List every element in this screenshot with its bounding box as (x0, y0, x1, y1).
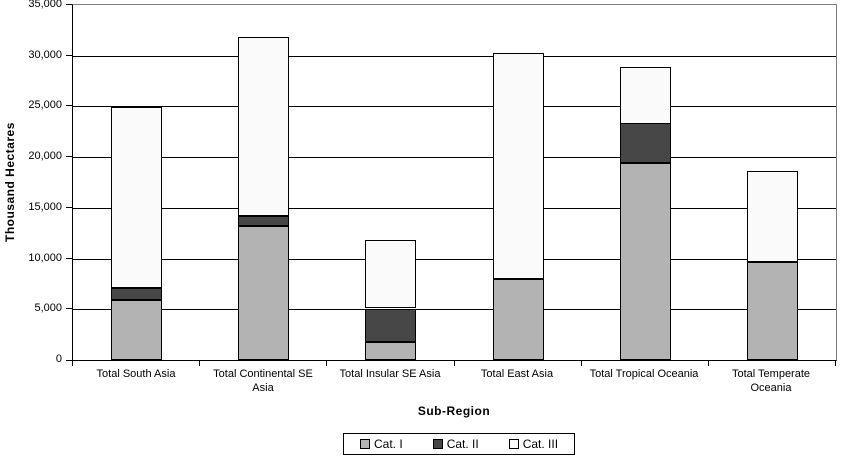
y-tick-label: 25,000 (28, 99, 62, 111)
x-tick-label: Total Temperate Oceania (731, 368, 811, 394)
y-axis-tick (66, 55, 72, 56)
y-tick-label: 10,000 (28, 252, 62, 264)
y-tick-label: 0 (55, 353, 62, 365)
y-axis-tick (66, 4, 72, 5)
bar-segment-cat-i (111, 300, 162, 360)
x-axis-tick (708, 361, 709, 366)
y-axis-tick (66, 105, 72, 106)
bar-segment-cat-i (238, 226, 289, 360)
x-axis-title: Sub-Region (417, 404, 491, 418)
legend-label: Cat. I (374, 437, 403, 451)
legend-item: Cat. II (432, 437, 479, 451)
x-axis-tick (835, 361, 836, 366)
gridline (73, 259, 836, 260)
legend-swatch (360, 439, 370, 449)
bar-segment-cat-ii (620, 123, 671, 163)
legend-label: Cat. III (522, 437, 559, 451)
x-tick-label: Total Insular SE Asia (339, 368, 441, 380)
legend: Cat. I Cat. II Cat. III (343, 433, 576, 455)
y-tick-label: 15,000 (28, 201, 62, 213)
x-axis-tick (326, 361, 327, 366)
bar-segment-cat-iii (365, 240, 416, 308)
x-tick-label: Total Continental SE Asia (213, 368, 313, 394)
legend-label: Cat. II (446, 437, 479, 451)
legend-item: Cat. I (360, 437, 403, 451)
plot-area (72, 4, 837, 361)
x-tick-label: Total Tropical Oceania (589, 368, 699, 380)
legend-swatch (508, 439, 519, 449)
gridline (73, 56, 836, 57)
y-tick-label: 5,000 (34, 302, 62, 314)
bar-segment-cat-i (747, 262, 798, 360)
x-axis-tick (72, 361, 73, 366)
gridline (73, 157, 836, 158)
x-axis-tick (581, 361, 582, 366)
bar-segment-cat-iii (620, 67, 671, 124)
y-axis-tick (66, 156, 72, 157)
bar-segment-cat-i (365, 342, 416, 360)
bar-segment-cat-iii (111, 107, 162, 288)
y-axis-tick (66, 207, 72, 208)
x-axis-tick (199, 361, 200, 366)
bar-segment-cat-i (620, 163, 671, 360)
y-tick-label: 30,000 (28, 49, 62, 61)
bar-segment-cat-ii (238, 216, 289, 226)
gridline (73, 309, 836, 310)
bar-segment-cat-ii (365, 309, 416, 342)
bar-segment-cat-ii (111, 288, 162, 300)
bar-segment-cat-iii (493, 53, 544, 279)
y-axis-tick (66, 308, 72, 309)
bar-segment-cat-iii (238, 37, 289, 216)
y-axis-tick (66, 360, 72, 361)
legend-item: Cat. III (508, 437, 559, 451)
bar-segment-cat-i (493, 279, 544, 360)
gridline (73, 208, 836, 209)
x-tick-label: Total South Asia (96, 368, 176, 380)
bar-segment-cat-iii (747, 171, 798, 262)
legend-swatch (432, 439, 443, 449)
x-tick-label: Total East Asia (480, 368, 554, 380)
y-axis-tick (66, 258, 72, 259)
x-axis-tick (454, 361, 455, 366)
gridline (73, 106, 836, 107)
y-tick-label: 20,000 (28, 150, 62, 162)
y-tick-label: 35,000 (28, 0, 62, 10)
